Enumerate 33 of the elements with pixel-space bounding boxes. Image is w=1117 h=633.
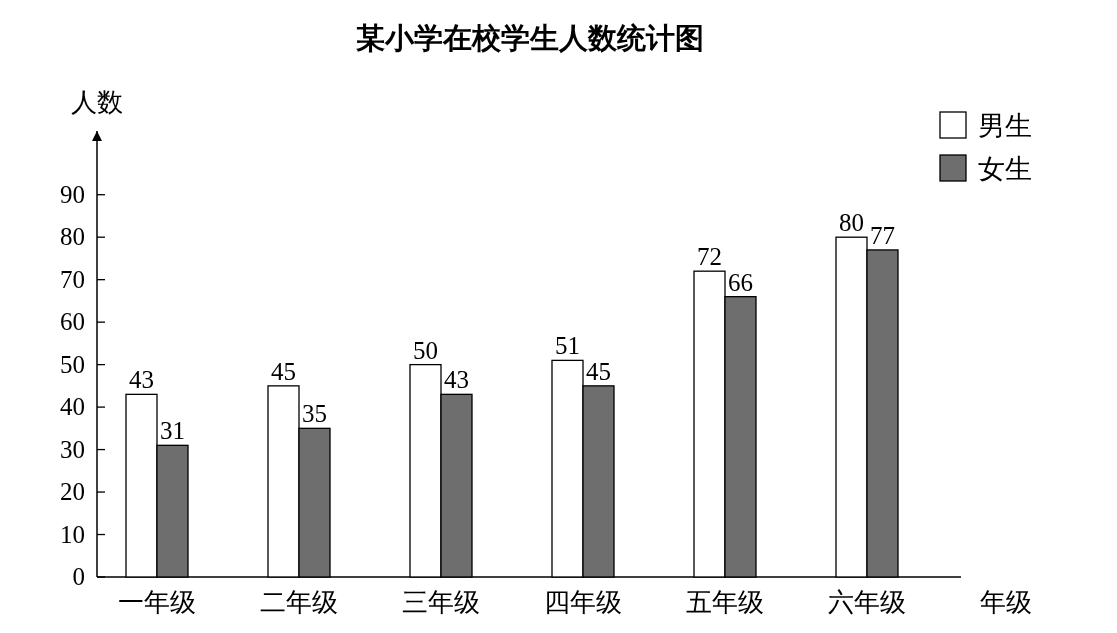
data-label: 43 [129,366,154,394]
x-tick-label: 二年级 [260,588,338,617]
legend-label: 女生 [978,154,1032,184]
data-label: 72 [697,243,722,271]
data-label: 80 [839,209,864,237]
x-tick-label: 四年级 [544,588,622,617]
y-tick-label: 80 [60,223,85,251]
data-label: 45 [271,357,296,385]
x-tick-label: 三年级 [402,588,480,617]
y-tick-label: 40 [60,393,85,421]
x-tick-label: 一年级 [118,588,196,617]
y-tick-label: 20 [60,478,85,506]
data-label: 66 [728,268,753,296]
x-axis-title: 年级 [980,588,1032,617]
data-label: 51 [555,332,580,360]
data-label: 45 [586,357,611,385]
y-axis-title: 人数 [71,88,123,117]
x-tick-label: 五年级 [686,588,764,617]
y-tick-label: 70 [60,265,85,293]
y-tick-label: 30 [60,435,85,463]
data-label: 43 [444,366,469,394]
data-label: 50 [413,336,438,364]
chart-title: 某小学在校学生人数统计图 [356,21,704,55]
data-label: 77 [870,221,895,249]
legend-label: 男生 [978,111,1032,141]
y-tick-label: 10 [60,520,85,548]
y-tick-label: 90 [60,180,85,208]
y-tick-label: 60 [60,308,85,336]
y-tick-label: 50 [60,350,85,378]
x-tick-label: 六年级 [828,588,906,617]
data-label: 35 [302,400,327,428]
y-tick-label: 0 [72,563,85,590]
data-label: 31 [160,417,185,445]
